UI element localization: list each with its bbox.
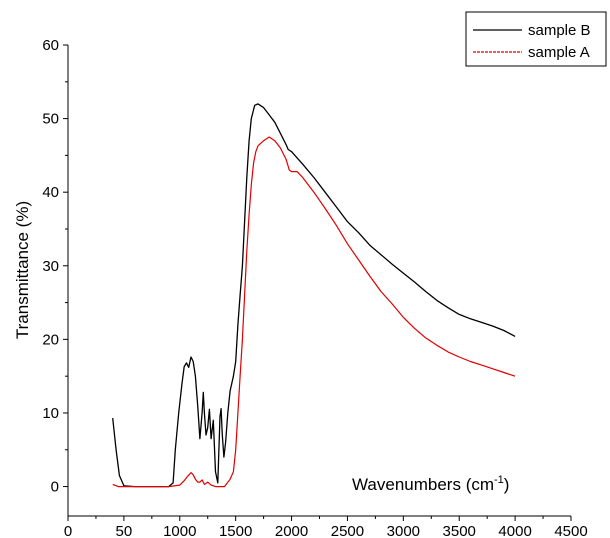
x-tick-label: 4500 [554,523,587,538]
y-tick-label: 0 [51,479,59,496]
x-tick-label: 3000 [387,523,420,538]
x-tick-label: 0 [64,523,72,538]
y-tick-label: 20 [42,331,59,348]
x-tick-label: 2000 [275,523,308,538]
y-tick-label: 10 [42,405,59,422]
series-line-sample-b [112,103,516,488]
x-tick-label: 4000 [498,523,531,538]
x-tick-label: 3500 [443,523,476,538]
x-ticks: 0 50 1000 1500 2000 2500 3000 3500 4000 4500 [64,516,588,538]
legend: sample B sample A [465,11,607,67]
y-tick-label: 30 [42,258,59,275]
series-line-sample-a [112,136,516,488]
legend-label-sample-a: sample A [528,44,590,61]
legend-label-sample-b: sample B [528,22,591,39]
x-tick-label: 2500 [331,523,364,538]
y-tick-label: 50 [42,111,59,128]
y-tick-label: 40 [42,184,59,201]
x-tick-label: 50 [116,523,133,538]
legend-box [465,11,607,67]
y-tick-label: 60 [42,37,59,54]
y-ticks: 0 10 20 30 40 50 60 [42,37,68,496]
plot-lines [112,103,516,488]
x-tick-label: 1000 [163,523,196,538]
y-axis-title: Transmittance (%) [13,201,32,339]
x-tick-label: 1500 [219,523,252,538]
x-axis-title: Wavenumbers (cm-1) [352,474,509,494]
